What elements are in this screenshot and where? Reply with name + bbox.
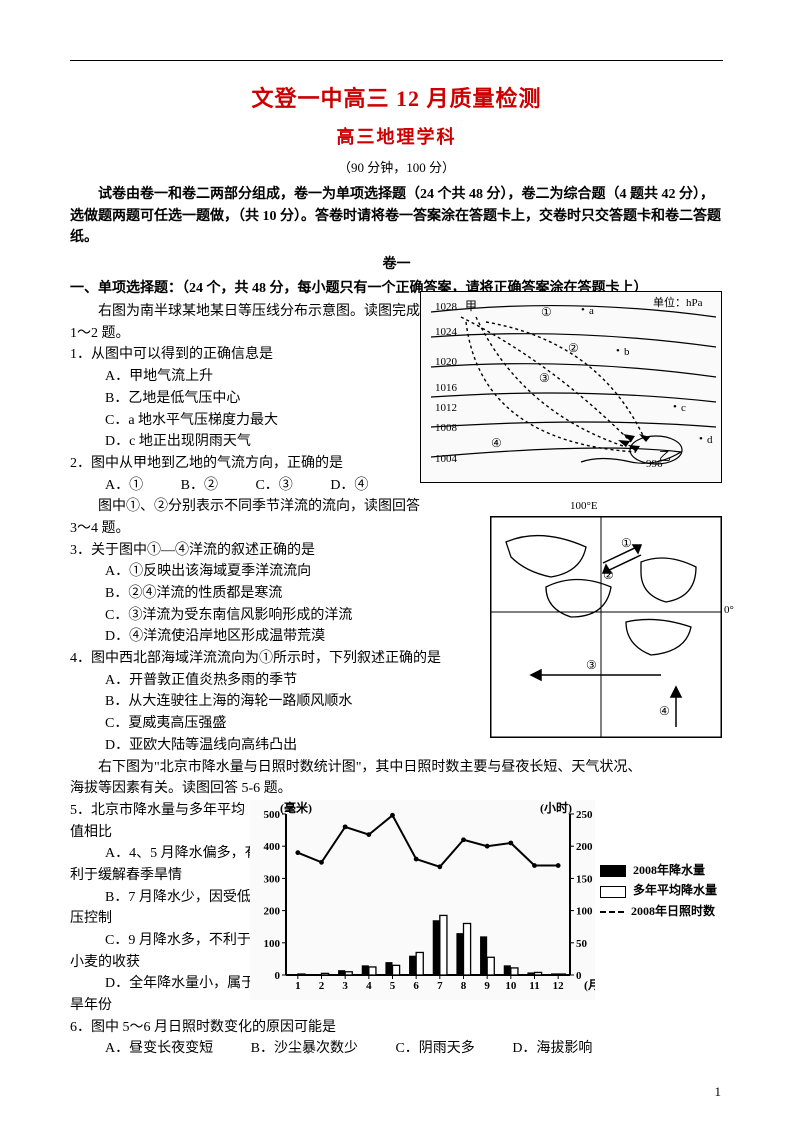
juan1-label: 卷一 [70, 253, 723, 273]
svg-text:150: 150 [576, 873, 593, 885]
svg-text:a: a [589, 305, 594, 317]
q5-6-intro: 右下图为"北京市降水量与日照时数统计图"，其中日照时数主要与昼夜长短、天气状况、 [70, 757, 723, 779]
svg-text:2: 2 [319, 980, 325, 992]
q6-opt-a: A．昼变长夜变短 [105, 1038, 213, 1060]
svg-text:400: 400 [264, 841, 281, 853]
svg-text:②: ② [568, 341, 579, 355]
svg-text:d: d [707, 434, 713, 446]
figure-isobar-map: 甲 乙 • a • b • c • d ① ② ③ ④ 1028 1024 10… [420, 291, 722, 483]
svg-text:996: 996 [646, 458, 663, 470]
exam-page: 文登一中高三 12 月质量检测 高三地理学科 （90 分钟，100 分） 试卷由… [0, 0, 793, 1122]
svg-text:•: • [699, 433, 703, 445]
q2-opt-c: C．③ [255, 475, 292, 497]
svg-text:c: c [681, 402, 686, 414]
svg-text:1028: 1028 [435, 301, 458, 313]
fig1-unit: 单位：hPa [653, 295, 703, 309]
svg-text:②: ② [603, 568, 614, 582]
svg-text:b: b [624, 346, 630, 358]
duration-line: （90 分钟，100 分） [70, 157, 723, 176]
svg-text:(小时): (小时) [540, 800, 572, 815]
page-number: 1 [715, 1084, 722, 1100]
svg-text:100: 100 [264, 938, 281, 950]
q6-opt-d: D．海拔影响 [512, 1038, 592, 1060]
q2-opt-a: A．① [105, 475, 143, 497]
svg-text:•: • [581, 304, 585, 316]
q6-options: A．昼变长夜变短 B．沙尘暴次数少 C．阴雨天多 D．海拔影响 [70, 1038, 723, 1060]
legend-swatch-line-icon [600, 911, 624, 913]
svg-text:1020: 1020 [435, 356, 458, 368]
svg-text:④: ④ [659, 704, 670, 718]
svg-text:9: 9 [484, 980, 490, 992]
q6-opt-b: B．沙尘暴次数少 [251, 1038, 358, 1060]
main-title: 文登一中高三 12 月质量检测 [70, 81, 723, 113]
svg-text:1024: 1024 [435, 326, 458, 338]
fig2-lat-label: 0° [724, 604, 734, 616]
svg-text:11: 11 [529, 980, 539, 992]
fig3-legend: 2008年降水量 多年平均降水量 2008年日照时数 [600, 860, 717, 921]
svg-text:8: 8 [461, 980, 467, 992]
q2-opt-b: B．② [181, 475, 218, 497]
legend-swatch-white-icon [600, 886, 626, 898]
svg-text:1012: 1012 [435, 402, 457, 414]
legend-label-a: 2008年降水量 [633, 863, 705, 877]
q6-stem: 6．图中 5～6 月日照时数变化的原因可能是 [70, 1017, 723, 1039]
q6-opt-c: C．阴雨天多 [395, 1038, 474, 1060]
svg-text:1: 1 [295, 980, 301, 992]
legend-item-avg-rain: 多年平均降水量 [600, 880, 717, 900]
q3-4-intro: 图中①、②分别表示不同季节洋流的流向，读图回答 [70, 496, 723, 518]
svg-text:1004: 1004 [435, 453, 458, 465]
legend-item-sunshine: 2008年日照时数 [600, 901, 717, 921]
svg-text:0: 0 [576, 970, 582, 982]
svg-text:(月): (月) [584, 978, 595, 992]
figure-precip-sunshine-chart: 5004003002001000250200150100500(毫米)(小时)(… [250, 800, 595, 1000]
svg-text:300: 300 [264, 873, 281, 885]
label-jia: 甲 [465, 299, 477, 313]
exam-instructions: 试卷由卷一和卷二两部分组成，卷一为单项选择题（24 个共 48 分），卷二为综合… [70, 184, 723, 249]
top-rule [70, 60, 723, 61]
svg-text:50: 50 [576, 938, 588, 950]
svg-text:4: 4 [366, 980, 372, 992]
svg-text:12: 12 [553, 980, 565, 992]
legend-label-c: 2008年日照时数 [631, 904, 715, 918]
svg-text:100: 100 [576, 906, 593, 918]
svg-text:1008: 1008 [435, 422, 458, 434]
svg-text:•: • [616, 345, 620, 357]
svg-text:0: 0 [275, 970, 281, 982]
svg-text:5: 5 [390, 980, 396, 992]
legend-swatch-black-icon [600, 865, 626, 877]
fig2-lon-label: 100°E [570, 500, 598, 512]
svg-text:1016: 1016 [435, 382, 458, 394]
figure-currents-map: ① ② ③ ④ [490, 516, 722, 738]
svg-text:③: ③ [586, 658, 597, 672]
svg-text:3: 3 [342, 980, 348, 992]
svg-text:200: 200 [264, 906, 281, 918]
svg-text:6: 6 [413, 980, 419, 992]
svg-text:250: 250 [576, 809, 593, 821]
legend-label-b: 多年平均降水量 [633, 883, 717, 897]
svg-text:①: ① [541, 305, 552, 319]
svg-text:①: ① [621, 536, 632, 550]
svg-text:10: 10 [505, 980, 517, 992]
sub-title: 高三地理学科 [70, 123, 723, 149]
q5-6-intro-b: 海拔等因素有关。读图回答 5-6 题。 [70, 778, 723, 800]
svg-text:7: 7 [437, 980, 443, 992]
svg-text:(毫米): (毫米) [280, 800, 312, 815]
svg-text:•: • [673, 401, 677, 413]
svg-text:③: ③ [539, 371, 550, 385]
svg-text:200: 200 [576, 841, 593, 853]
legend-item-2008-rain: 2008年降水量 [600, 860, 717, 880]
q2-opt-d: D．④ [330, 475, 368, 497]
svg-text:④: ④ [491, 436, 502, 450]
svg-text:500: 500 [264, 809, 281, 821]
